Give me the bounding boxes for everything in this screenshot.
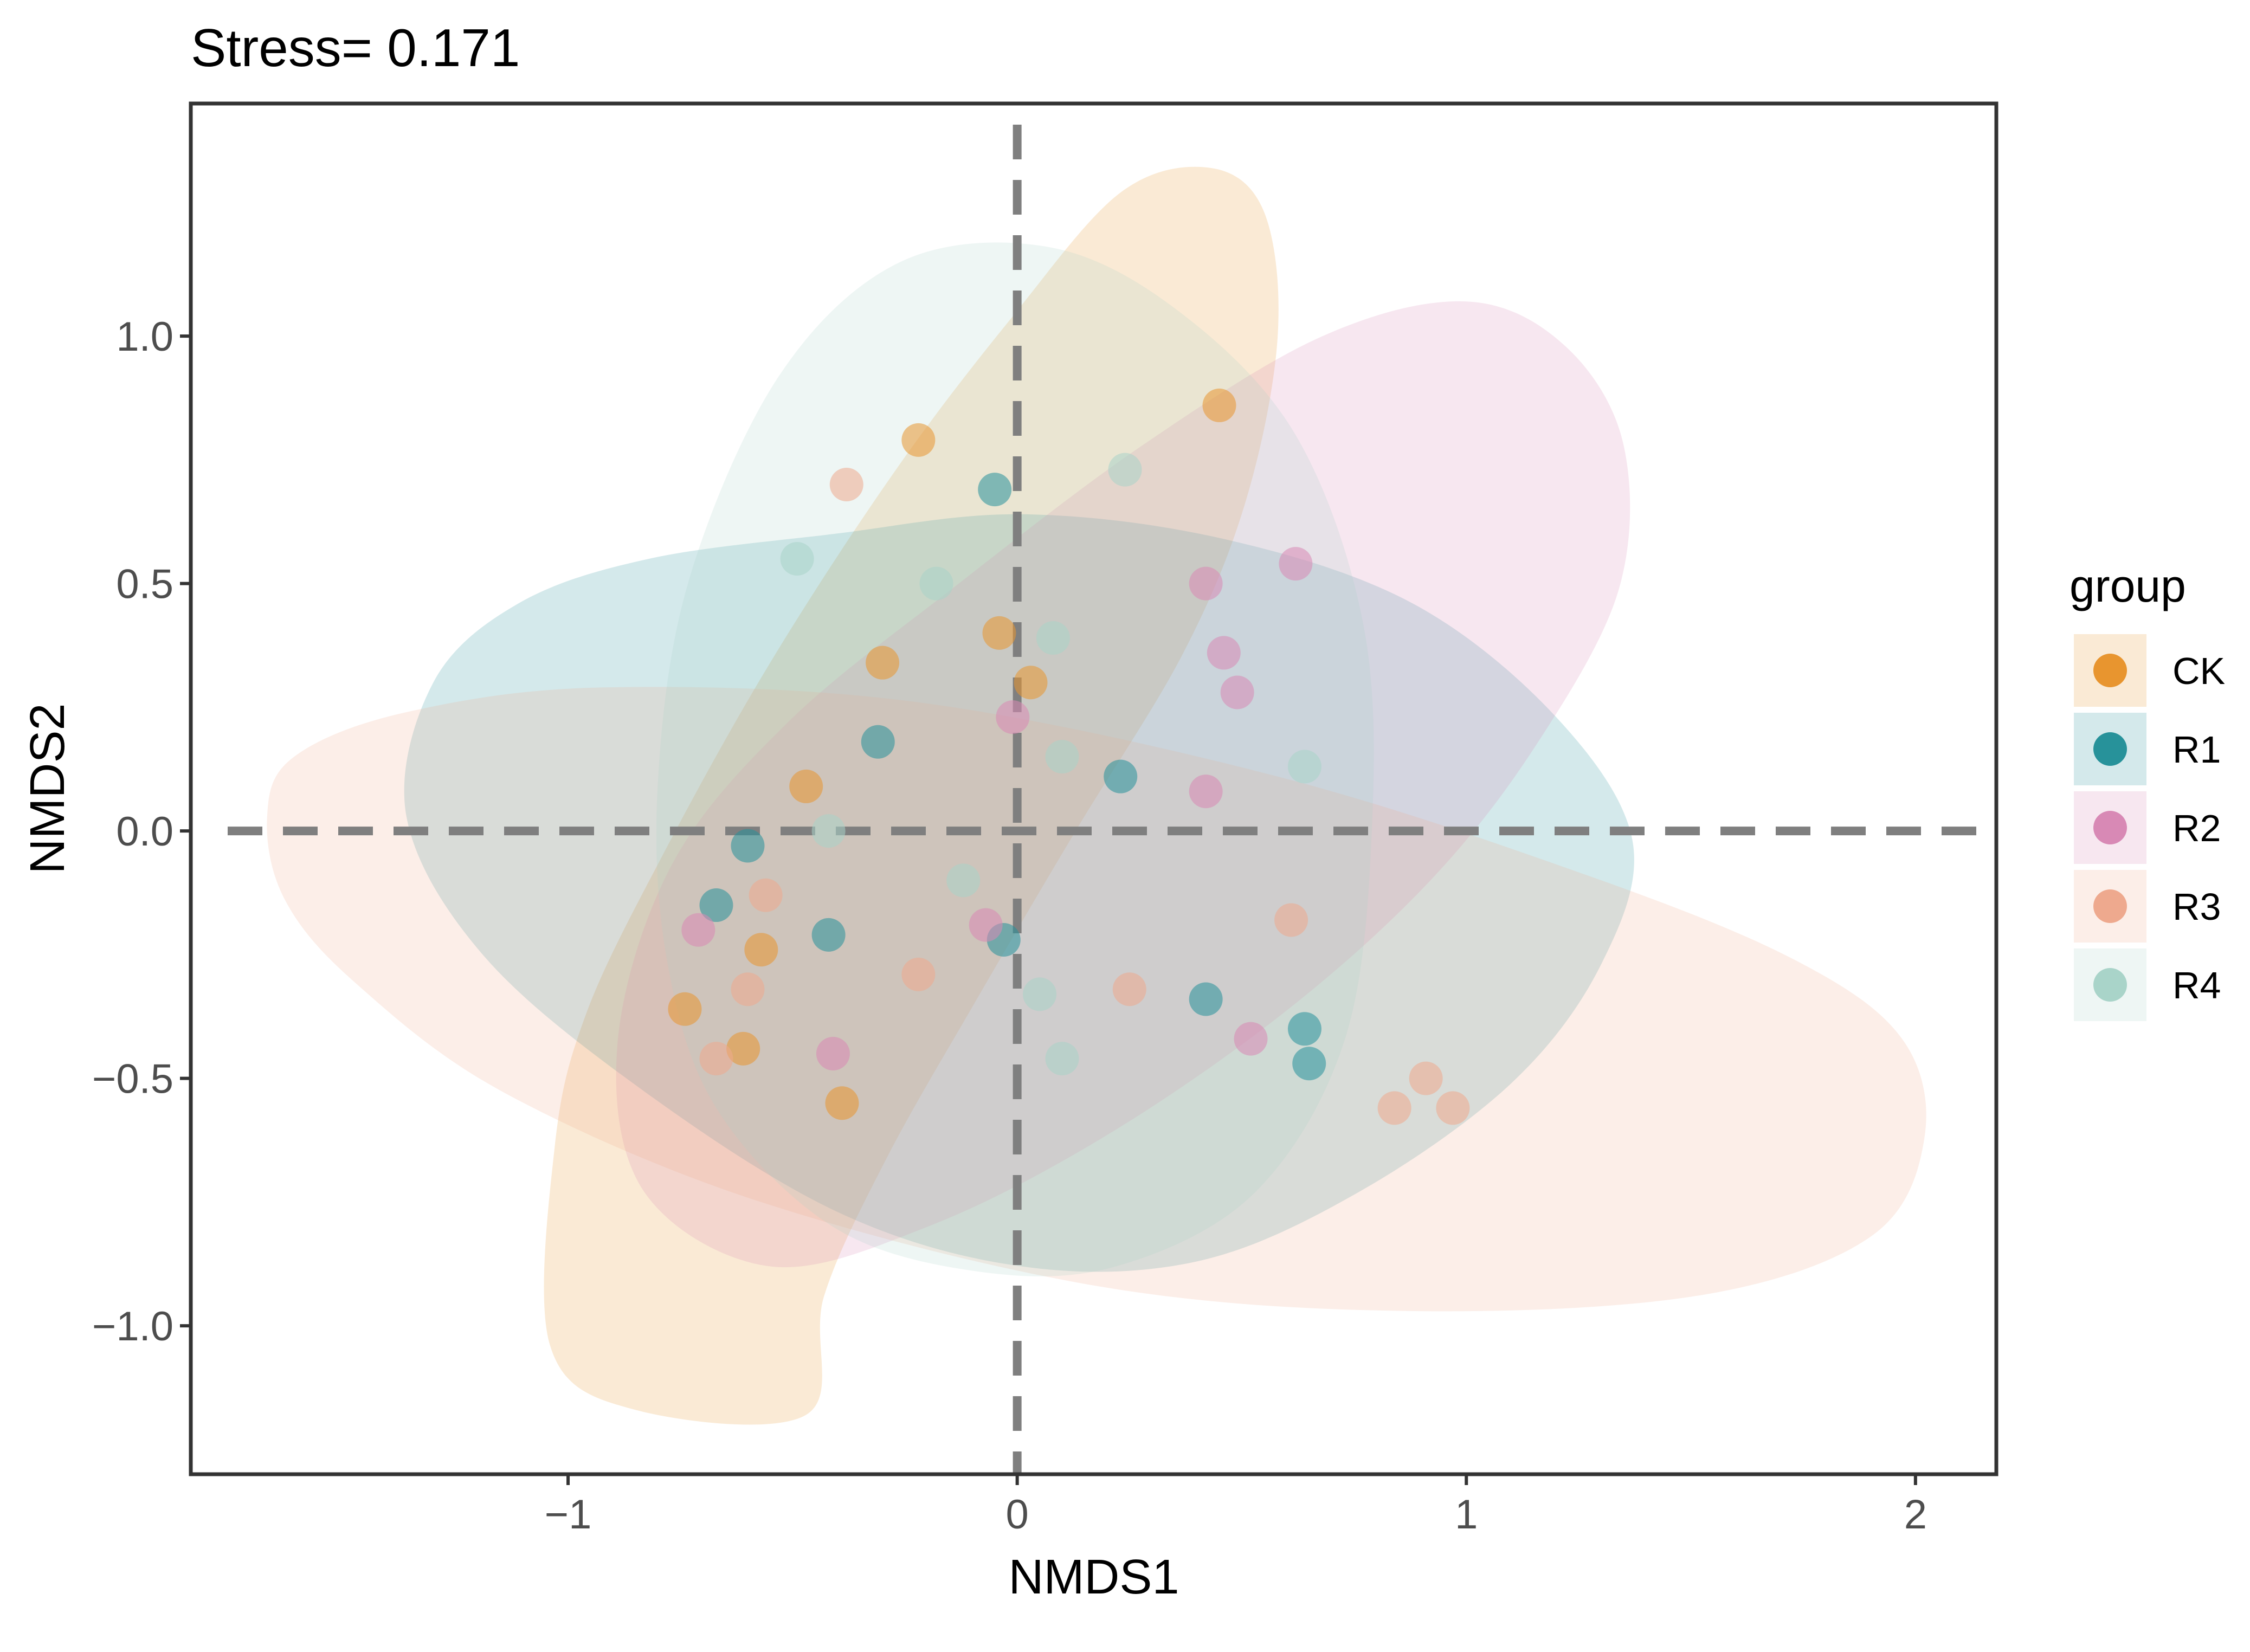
x-tick-label: 1	[1455, 1492, 1478, 1538]
legend-label-ck: CK	[2172, 650, 2225, 692]
legend-swatch-ck	[2093, 654, 2127, 687]
x-tick-label: 0	[1005, 1492, 1028, 1538]
point-r3	[901, 957, 936, 991]
x-tick-label: −1	[545, 1492, 592, 1538]
point-r2	[681, 913, 715, 947]
point-r4	[919, 566, 953, 601]
point-r2	[1234, 1022, 1268, 1056]
legend-label-r4: R4	[2172, 964, 2221, 1006]
point-r4	[946, 863, 981, 898]
point-r1	[699, 888, 733, 922]
point-ck	[1014, 666, 1048, 700]
legend-swatch-r4	[2093, 968, 2127, 1002]
legend: group CK R1 R2 R3 R4	[2070, 560, 2225, 1021]
point-r1	[1287, 1012, 1321, 1046]
y-tick-label: −1.0	[92, 1303, 173, 1350]
point-r1	[731, 829, 765, 863]
point-r3	[1409, 1061, 1443, 1095]
point-ck	[901, 423, 936, 457]
point-r3	[699, 1042, 733, 1076]
point-r1	[1189, 982, 1223, 1016]
point-r3	[1377, 1091, 1411, 1125]
chart-title: Stress= 0.171	[191, 18, 520, 78]
ellipse-r3	[267, 687, 1926, 1312]
point-r1	[861, 725, 895, 759]
point-r2	[816, 1036, 850, 1070]
point-layer	[668, 388, 1470, 1125]
y-tick-label: 0.5	[116, 562, 173, 608]
y-tick-label: 1.0	[116, 314, 173, 360]
plot-panel-border	[189, 101, 1998, 1476]
point-r2	[1189, 566, 1223, 601]
point-r4	[1036, 621, 1070, 655]
point-r3	[1112, 972, 1146, 1006]
y-tick-label: 0.0	[116, 809, 173, 855]
legend-label-r2: R2	[2172, 807, 2221, 849]
point-r4	[1023, 977, 1057, 1011]
point-r3	[1274, 903, 1308, 937]
point-r4	[811, 814, 846, 848]
point-ck	[744, 933, 778, 967]
y-axis-title: NMDS2	[21, 703, 75, 874]
point-ck	[982, 616, 1016, 650]
legend-swatch-r3	[2093, 889, 2127, 923]
point-r4	[1045, 740, 1079, 774]
x-tick-label: 2	[1904, 1492, 1927, 1538]
legend-label-r3: R3	[2172, 886, 2221, 928]
point-r2	[1220, 675, 1254, 709]
point-ck	[866, 646, 900, 680]
point-r1	[1292, 1047, 1326, 1081]
point-r3	[829, 468, 863, 502]
y-axis: −1.0 −0.5 0.0 0.5 1.0	[92, 314, 191, 1350]
point-ck	[1202, 388, 1236, 422]
ellipse-r1	[404, 514, 1634, 1272]
point-ck	[668, 992, 702, 1026]
ellipse-ck	[544, 166, 1279, 1425]
point-r1	[978, 473, 1012, 507]
legend-label-r1: R1	[2172, 728, 2221, 771]
point-r2	[1207, 636, 1241, 670]
point-r4	[1108, 453, 1142, 487]
point-r2	[1279, 547, 1313, 581]
point-r2	[996, 700, 1030, 734]
legend-swatch-r1	[2093, 732, 2127, 766]
point-r4	[1287, 750, 1321, 784]
reference-lines	[228, 125, 1996, 1474]
ellipse-layer	[267, 166, 1926, 1425]
point-r4	[780, 541, 814, 576]
point-r3	[731, 972, 765, 1006]
point-r3	[1436, 1091, 1470, 1125]
point-r2	[1189, 775, 1223, 809]
point-r2	[969, 908, 1003, 942]
point-r4	[1045, 1042, 1079, 1076]
x-axis-title: NMDS1	[1008, 1550, 1179, 1604]
point-ck	[825, 1086, 859, 1120]
point-r1	[811, 918, 846, 952]
point-ck	[726, 1031, 760, 1066]
point-ck	[789, 769, 823, 803]
point-r1	[1104, 759, 1138, 793]
x-axis: −1 0 1 2	[545, 1474, 1927, 1538]
legend-swatch-r2	[2093, 811, 2127, 844]
point-r3	[749, 878, 783, 912]
legend-title: group	[2070, 560, 2186, 611]
y-tick-label: −0.5	[92, 1056, 173, 1102]
